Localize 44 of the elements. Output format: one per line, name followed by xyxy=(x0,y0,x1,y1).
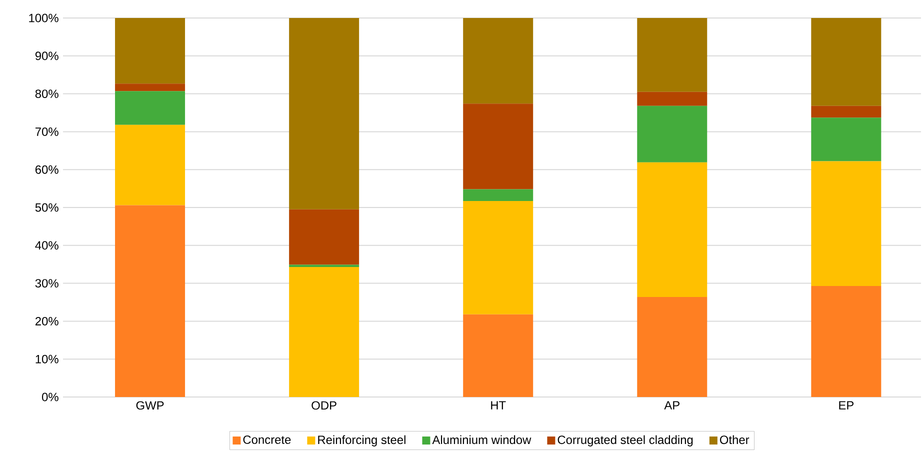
y-tick-label: 30% xyxy=(35,279,58,288)
y-tick-label: 100% xyxy=(29,14,58,22)
x-tick-label: EP xyxy=(839,401,854,410)
bar xyxy=(637,18,708,92)
bar xyxy=(115,18,186,84)
bar xyxy=(115,84,186,92)
y-tick-label: 0% xyxy=(42,392,58,402)
bar xyxy=(115,205,186,397)
y-tick-label: 20% xyxy=(35,316,58,326)
y-tick-label: 70% xyxy=(35,127,58,136)
bar xyxy=(289,267,360,397)
bar xyxy=(811,18,882,106)
y-tick-label: 90% xyxy=(35,52,58,60)
bar xyxy=(289,18,360,210)
y-tick-label: 10% xyxy=(36,354,58,364)
y-tick-label: 60% xyxy=(35,165,58,174)
bar xyxy=(115,124,186,206)
bar xyxy=(637,92,708,106)
bar xyxy=(463,314,534,397)
bar xyxy=(811,106,882,118)
y-tick-label: 50% xyxy=(35,203,58,212)
bar xyxy=(811,286,882,397)
y-tick-label: 40% xyxy=(35,241,58,250)
bar xyxy=(463,18,534,104)
x-tick-label: GWP xyxy=(136,401,164,410)
bar xyxy=(811,161,882,286)
legend-label: Corrugated steel cladding xyxy=(558,435,693,446)
bar xyxy=(811,118,882,162)
x-tick-label: HT xyxy=(491,401,506,410)
bar xyxy=(637,162,708,297)
x-tick-label: ODP xyxy=(312,401,336,410)
bar xyxy=(463,201,534,314)
legend-label: Other xyxy=(720,435,750,444)
y-tick-label: 80% xyxy=(35,90,58,98)
bar xyxy=(463,189,534,202)
bar xyxy=(637,106,708,162)
x-tick-label: AP xyxy=(664,401,680,410)
bar xyxy=(115,91,186,125)
bar xyxy=(289,209,360,265)
bar xyxy=(463,104,534,190)
bar xyxy=(637,296,708,397)
legend-label: Aluminium window xyxy=(432,435,532,444)
legend-label: Reinforcing steel xyxy=(318,435,406,446)
legend-label: Concrete xyxy=(243,435,291,444)
